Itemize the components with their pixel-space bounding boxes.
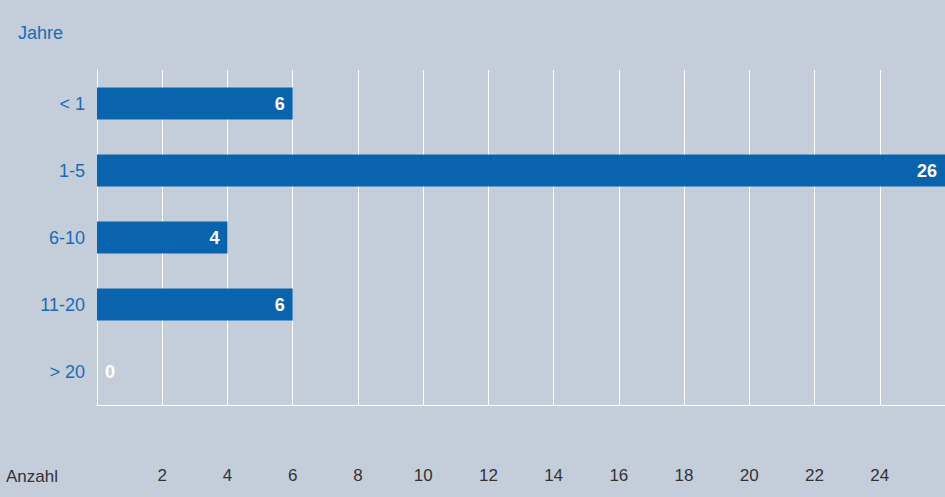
svg-text:10: 10 xyxy=(414,466,433,485)
svg-text:12: 12 xyxy=(479,466,498,485)
svg-text:16: 16 xyxy=(609,466,628,485)
svg-text:Jahre: Jahre xyxy=(18,23,63,43)
svg-text:4: 4 xyxy=(223,466,232,485)
svg-text:< 1: < 1 xyxy=(59,94,85,114)
svg-text:6: 6 xyxy=(275,295,285,315)
svg-text:2: 2 xyxy=(157,466,166,485)
svg-text:24: 24 xyxy=(870,466,889,485)
svg-text:0: 0 xyxy=(105,362,115,382)
svg-text:22: 22 xyxy=(805,466,824,485)
svg-text:6-10: 6-10 xyxy=(49,228,85,248)
svg-text:Anzahl: Anzahl xyxy=(6,467,58,486)
svg-text:18: 18 xyxy=(675,466,694,485)
svg-text:26: 26 xyxy=(917,161,937,181)
svg-text:6: 6 xyxy=(275,94,285,114)
svg-text:1-5: 1-5 xyxy=(59,161,85,181)
svg-text:> 20: > 20 xyxy=(49,362,85,382)
svg-text:11-20: 11-20 xyxy=(40,295,85,315)
svg-text:14: 14 xyxy=(544,466,563,485)
svg-text:8: 8 xyxy=(353,466,362,485)
svg-text:20: 20 xyxy=(740,466,759,485)
svg-text:6: 6 xyxy=(288,466,297,485)
svg-text:4: 4 xyxy=(209,228,219,248)
